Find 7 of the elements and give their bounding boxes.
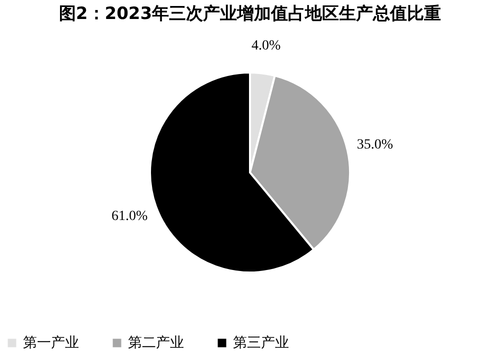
data-label: 61.0% <box>111 208 148 224</box>
legend-label: 第一产业 <box>23 335 79 351</box>
legend-label: 第二产业 <box>128 335 184 351</box>
chart-title: 图2：2023年三次产业增加值占地区生产总值比重 <box>58 4 442 24</box>
data-label: 35.0% <box>356 138 394 153</box>
legend-label: 第三产业 <box>233 335 289 351</box>
data-label: 4.0% <box>251 38 281 54</box>
